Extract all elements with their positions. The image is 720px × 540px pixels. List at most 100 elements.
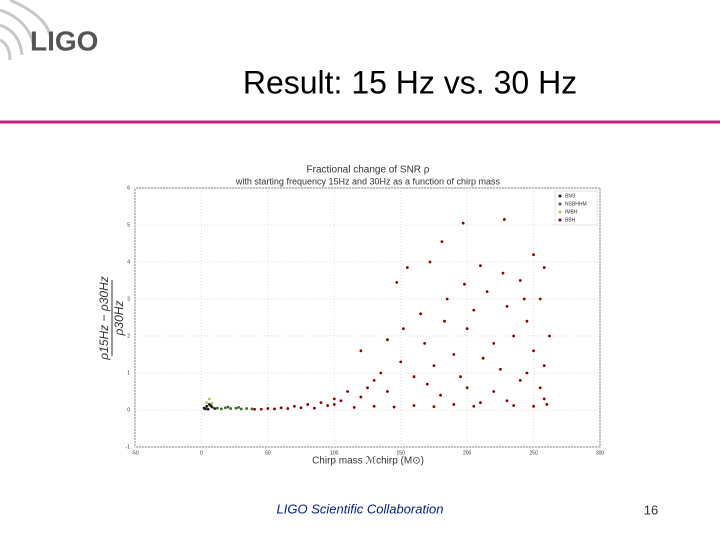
y-label-numerator: ρ15Hz − ρ30Hz: [97, 276, 111, 360]
chart-title: Fractional change of SNR ρ: [307, 165, 430, 176]
point: [512, 334, 516, 338]
point: [492, 390, 496, 393]
legend-swatch: [558, 194, 562, 198]
y-tick-label: 6: [127, 185, 130, 191]
point: [432, 405, 436, 409]
point: [204, 407, 207, 411]
slide-title: Result: 15 Hz vs. 30 Hz: [243, 64, 577, 100]
point: [210, 401, 214, 405]
point: [239, 407, 243, 411]
point: [399, 360, 403, 364]
legend-label: NSBHHM: [565, 201, 587, 207]
point: [234, 406, 238, 410]
point: [485, 290, 489, 293]
point: [465, 327, 469, 330]
point: [379, 371, 383, 375]
point: [548, 334, 551, 338]
point: [542, 364, 546, 367]
point: [213, 407, 217, 410]
point: [518, 379, 522, 382]
point: [518, 279, 522, 282]
legend-swatch: [558, 218, 562, 222]
point: [392, 405, 396, 409]
point: [286, 407, 290, 410]
point: [425, 382, 429, 386]
y-tick-label: 5: [127, 222, 130, 228]
point: [538, 386, 542, 390]
point: [479, 401, 482, 404]
point: [266, 407, 270, 410]
point: [461, 221, 465, 225]
point: [332, 397, 336, 401]
page-number: 16: [644, 502, 658, 517]
point: [319, 401, 323, 404]
plot: -50 0 50 100 150 200 250 300 -1 0 1 2 3 4 5 6 BNS NSBHHM I…: [126, 185, 605, 456]
point: [326, 404, 330, 407]
x-tick-label: 150: [397, 450, 406, 456]
point: [352, 406, 356, 409]
point: [498, 367, 502, 371]
legend-label: IMBH: [565, 209, 578, 215]
y-tick-label: 1: [127, 370, 130, 376]
point: [542, 397, 546, 401]
point: [452, 403, 456, 406]
x-tick-label: 200: [463, 450, 472, 456]
x-tick-label: 100: [330, 450, 339, 456]
point: [472, 308, 476, 312]
legend-swatch: [558, 202, 562, 206]
point: [512, 404, 516, 407]
point: [259, 407, 263, 411]
point: [273, 407, 276, 411]
point: [332, 403, 336, 406]
point: [205, 401, 209, 404]
point: [452, 353, 456, 356]
point: [522, 297, 526, 301]
point: [208, 397, 211, 401]
logo: LIGO: [30, 25, 98, 56]
y-tick-label: 3: [127, 296, 130, 302]
point: [542, 266, 546, 269]
point: [481, 356, 485, 360]
point: [359, 395, 363, 399]
point: [205, 404, 209, 408]
point: [419, 312, 423, 316]
point: [525, 371, 529, 375]
point: [279, 406, 283, 410]
point: [440, 240, 444, 244]
point: [386, 338, 389, 342]
point: [432, 364, 436, 367]
point: [465, 386, 469, 390]
point: [463, 282, 466, 286]
point: [532, 349, 535, 353]
logo-arcs: [0, 0, 52, 61]
point: [538, 297, 542, 301]
point: [206, 407, 210, 411]
point: [250, 407, 254, 411]
point: [472, 404, 476, 408]
y-label-denominator: ρ30Hz: [112, 301, 126, 337]
point: [443, 319, 446, 323]
y-tick-label: -1: [126, 444, 131, 450]
point: [502, 218, 506, 221]
legend-box: [554, 190, 598, 226]
point: [525, 319, 529, 323]
point: [359, 349, 363, 353]
point: [237, 406, 241, 409]
y-tick-label: 0: [127, 407, 130, 413]
point: [372, 379, 376, 382]
point: [223, 406, 227, 410]
footer-text: LIGO Scientific Collaboration: [277, 501, 444, 516]
point: [366, 386, 369, 390]
point: [532, 404, 535, 408]
point: [219, 407, 223, 411]
chart-subtitle: with starting frequency 15Hz and 30Hz as…: [235, 176, 501, 186]
legend-swatch: [558, 210, 562, 214]
point: [339, 399, 343, 403]
x-tick-label: 0: [200, 450, 203, 456]
point: [215, 406, 219, 410]
x-tick-label: -50: [131, 450, 138, 456]
legend-label: BNS: [565, 193, 576, 199]
point: [209, 404, 213, 407]
